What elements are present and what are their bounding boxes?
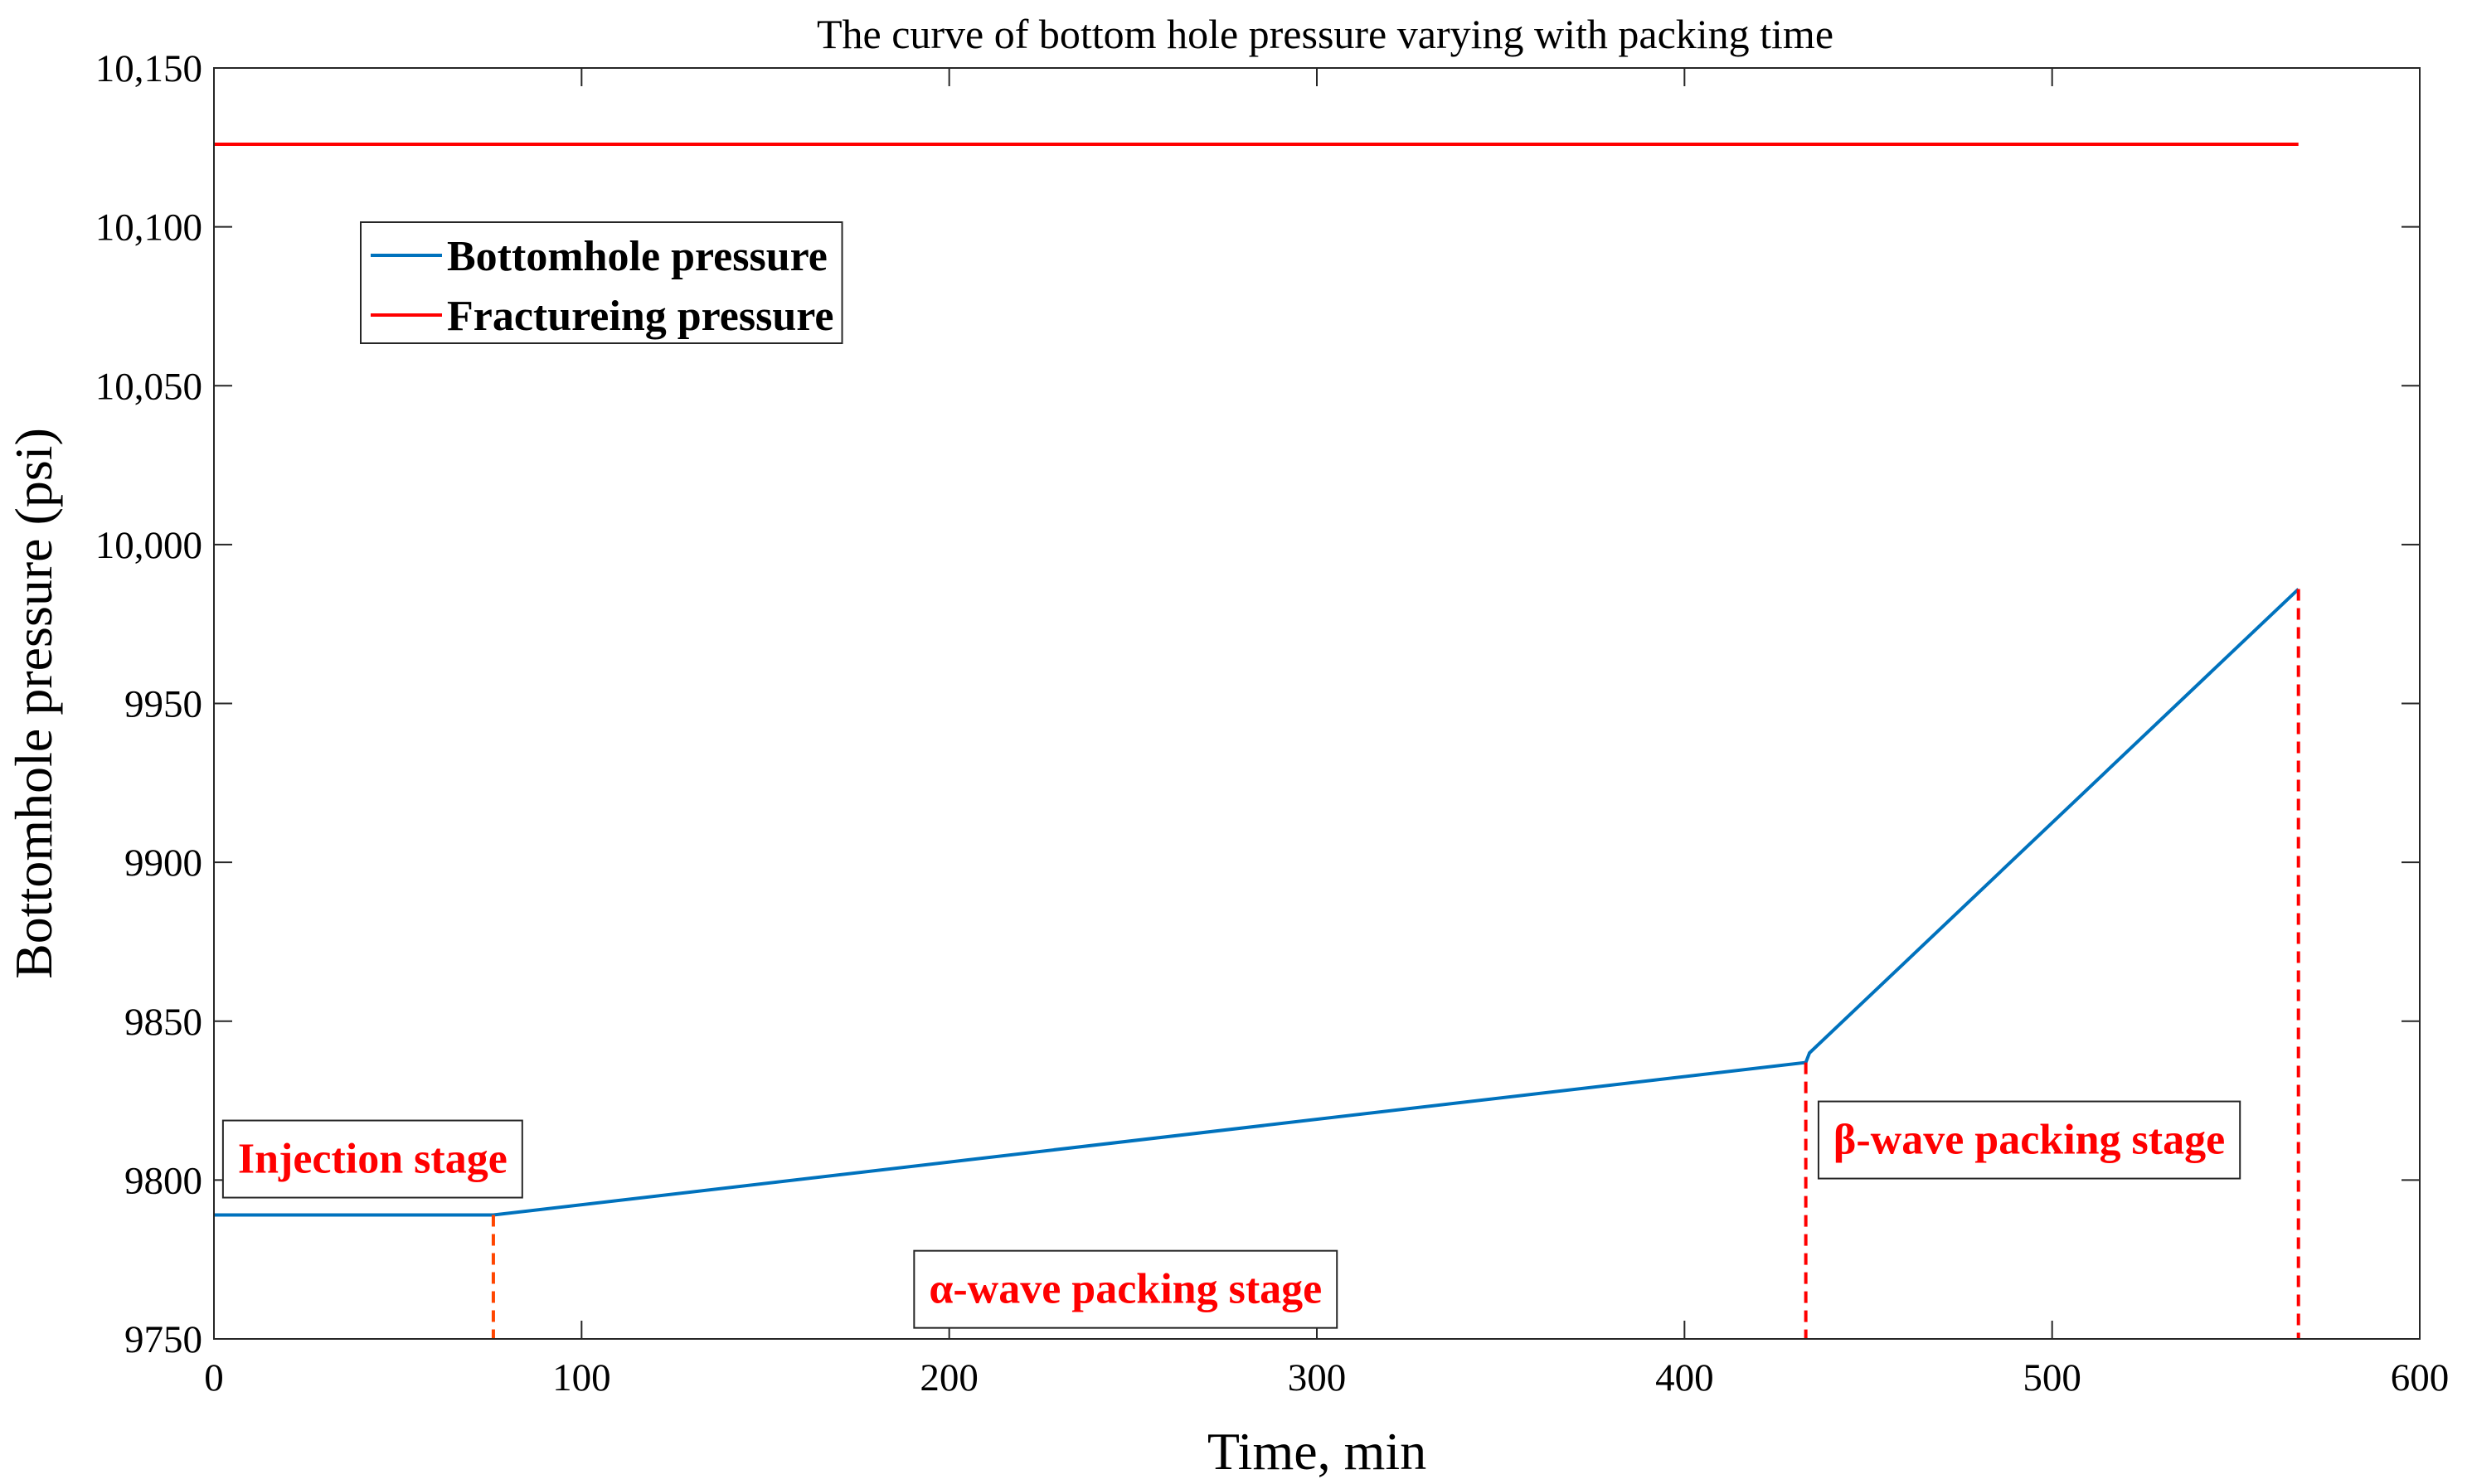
stage-annotation-text: α-wave packing stage [929, 1266, 1322, 1313]
stage-annotation-box [221, 1119, 523, 1199]
stage-annotation-box [913, 1249, 1338, 1329]
legend-label-0: Bottomhole pressure [447, 233, 828, 280]
stage-annotation-2: β-wave packing stage [1817, 1100, 2241, 1180]
stage-annotation-1: α-wave packing stage [913, 1249, 1338, 1329]
stage-annotation-text: Injection stage [238, 1136, 508, 1183]
x-tick-label: 500 [2023, 1356, 2081, 1399]
chart-title: The curve of bottom hole pressure varyin… [817, 11, 1833, 57]
x-axis-ticks: 0 100 200 300 400 500 600 [204, 68, 2449, 1399]
x-tick-label: 0 [204, 1356, 224, 1399]
stage-dividers [491, 589, 2300, 1339]
y-axis-ticks: 9750 9800 9850 9900 9950 10,000 10,050 10,100 10… [95, 47, 2420, 1361]
y-tick-label: 9750 [124, 1318, 202, 1361]
y-tick-label: 10,100 [95, 206, 202, 250]
x-tick-label: 100 [552, 1356, 611, 1399]
stage-annotation-box [1817, 1100, 2241, 1180]
legend-box [360, 221, 843, 344]
x-axis-label: Time, min [1207, 1422, 1426, 1481]
x-tick-label: 200 [920, 1356, 979, 1399]
stage-annotation-0: Injection stage [221, 1119, 523, 1199]
x-tick-label: 400 [1655, 1356, 1714, 1399]
y-tick-label: 10,050 [95, 365, 202, 408]
x-tick-label: 600 [2391, 1356, 2450, 1399]
y-tick-label: 9900 [124, 841, 202, 885]
y-tick-label: 9800 [124, 1159, 202, 1202]
legend: Bottomhole pressure Fractureing pressure [360, 221, 843, 344]
y-axis-label: Bottomhole pressure (psi) [4, 428, 63, 979]
x-tick-label: 300 [1288, 1356, 1347, 1399]
legend-label-1: Fractureing pressure [447, 293, 834, 340]
stage-annotation-text: β-wave packing stage [1833, 1117, 2225, 1164]
stage-annotations: Injection stage α-wave packing stage β-wav… [221, 1100, 2241, 1329]
y-tick-label: 9850 [124, 1001, 202, 1044]
y-tick-label: 9950 [124, 683, 202, 726]
legend-items: Bottomhole pressure Fractureing pressure [371, 233, 834, 340]
y-tick-label: 10,000 [95, 524, 202, 567]
y-tick-label: 10,150 [95, 47, 202, 90]
